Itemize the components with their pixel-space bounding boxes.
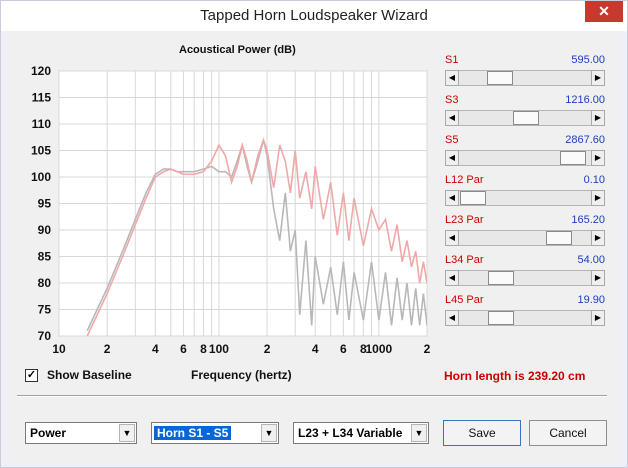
x-tick-label: 2 xyxy=(104,342,111,356)
slider-thumb[interactable] xyxy=(488,311,515,325)
y-tick-label: 95 xyxy=(38,197,52,211)
x-tick-label: 4 xyxy=(312,342,319,356)
slider-track[interactable]: ◀ ▶ xyxy=(445,70,605,86)
horn-select-value: Horn S1 - S5 xyxy=(154,426,232,440)
save-button[interactable]: Save xyxy=(443,420,521,446)
slider-label: L34 Par xyxy=(445,254,484,266)
arrow-right-icon[interactable]: ▶ xyxy=(591,270,605,286)
chevron-down-icon: ▼ xyxy=(261,424,277,442)
series-line xyxy=(86,137,427,336)
x-tick-label: 2 xyxy=(424,342,431,356)
chart-title: Acoustical Power (dB) xyxy=(179,44,296,56)
slider-label: S5 xyxy=(445,134,459,146)
slider-track[interactable]: ◀ ▶ xyxy=(445,310,605,326)
separator xyxy=(17,395,607,397)
horn-length-text: Horn length is 239.20 cm xyxy=(444,369,586,383)
slider-track[interactable]: ◀ ▶ xyxy=(445,270,605,286)
slider-label: L12 Par xyxy=(445,174,484,186)
slider-value: 0.10 xyxy=(583,174,605,186)
arrow-right-icon[interactable]: ▶ xyxy=(591,110,605,126)
arrow-right-icon[interactable]: ▶ xyxy=(591,70,605,86)
x-tick-label: 8 xyxy=(200,342,207,356)
arrow-left-icon[interactable]: ◀ xyxy=(445,110,459,126)
arrow-right-icon[interactable]: ▶ xyxy=(591,310,605,326)
horn-select[interactable]: Horn S1 - S5 ▼ xyxy=(151,422,279,444)
slider-label: L23 Par xyxy=(445,214,484,226)
arrow-left-icon[interactable]: ◀ xyxy=(445,150,459,166)
y-tick-label: 80 xyxy=(38,276,52,290)
y-tick-label: 90 xyxy=(38,223,52,237)
y-tick-label: 100 xyxy=(31,170,51,184)
client-area: Acoustical Power (dB) 120 115 110 105 100 95 9… xyxy=(9,32,619,462)
arrow-right-icon[interactable]: ▶ xyxy=(591,150,605,166)
checkmark-icon: ✓ xyxy=(26,369,37,381)
y-tick-label: 85 xyxy=(38,250,52,264)
slider-thumb[interactable] xyxy=(546,231,573,245)
arrow-right-icon[interactable]: ▶ xyxy=(591,190,605,206)
x-tick-label: 2 xyxy=(264,342,271,356)
close-icon: ✕ xyxy=(598,3,610,19)
x-tick-label: 6 xyxy=(180,342,187,356)
mode-select[interactable]: Power ▼ xyxy=(25,422,137,444)
y-tick-label: 70 xyxy=(38,329,52,343)
x-tick-label: 8 xyxy=(360,342,367,356)
slider-track[interactable]: ◀ ▶ xyxy=(445,190,605,206)
slider-value: 54.00 xyxy=(577,254,605,266)
slider-label: S3 xyxy=(445,94,459,106)
arrow-left-icon[interactable]: ◀ xyxy=(445,190,459,206)
slider-thumb[interactable] xyxy=(460,191,486,205)
variable-select[interactable]: L23 + L34 Variable ▼ xyxy=(293,422,429,444)
chevron-down-icon: ▼ xyxy=(119,424,135,442)
arrow-right-icon[interactable]: ▶ xyxy=(591,230,605,246)
chevron-down-icon: ▼ xyxy=(411,424,427,442)
x-tick-label: 100 xyxy=(209,342,229,356)
slider-track[interactable]: ◀ ▶ xyxy=(445,150,605,166)
y-tick-label: 120 xyxy=(31,64,51,78)
slider-track[interactable]: ◀ ▶ xyxy=(445,230,605,246)
y-tick-label: 105 xyxy=(31,144,51,158)
slider-thumb[interactable] xyxy=(513,111,540,125)
x-tick-label: 10 xyxy=(52,342,66,356)
arrow-left-icon[interactable]: ◀ xyxy=(445,70,459,86)
y-tick-label: 115 xyxy=(32,91,52,105)
slider-thumb[interactable] xyxy=(559,151,586,165)
x-tick-label: 4 xyxy=(152,342,159,356)
slider-value: 595.00 xyxy=(571,54,605,66)
slider-thumb[interactable] xyxy=(487,71,514,85)
show-baseline-label: Show Baseline xyxy=(47,368,132,382)
slider-value: 19.90 xyxy=(577,294,605,306)
x-tick-label: 6 xyxy=(340,342,347,356)
slider-label: S1 xyxy=(445,54,459,66)
slider-thumb[interactable] xyxy=(488,271,515,285)
y-tick-label: 75 xyxy=(38,303,52,317)
slider-track[interactable]: ◀ ▶ xyxy=(445,110,605,126)
x-tick-label: 1000 xyxy=(366,342,393,356)
slider-value: 165.20 xyxy=(571,214,605,226)
slider-value: 2867.60 xyxy=(565,134,605,146)
cancel-button[interactable]: Cancel xyxy=(529,420,607,446)
mode-select-value: Power xyxy=(30,426,67,440)
slider-value: 1216.00 xyxy=(565,94,605,106)
close-button[interactable]: ✕ xyxy=(585,1,623,22)
arrow-left-icon[interactable]: ◀ xyxy=(445,270,459,286)
arrow-left-icon[interactable]: ◀ xyxy=(445,230,459,246)
title-bar: Tapped Horn Loudspeaker Wizard ✕ xyxy=(1,1,627,31)
show-baseline-checkbox[interactable]: ✓ xyxy=(25,369,38,382)
arrow-left-icon[interactable]: ◀ xyxy=(445,310,459,326)
frequency-axis-label: Frequency (hertz) xyxy=(191,368,292,382)
y-tick-label: 110 xyxy=(32,117,52,131)
window-title: Tapped Horn Loudspeaker Wizard xyxy=(200,7,428,24)
variable-select-value: L23 + L34 Variable xyxy=(298,426,403,440)
slider-label: L45 Par xyxy=(445,294,484,306)
